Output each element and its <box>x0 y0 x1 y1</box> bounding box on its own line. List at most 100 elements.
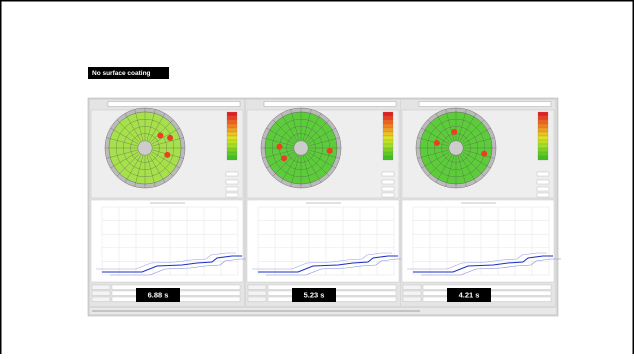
color-scale-cell <box>382 139 394 145</box>
color-scale-cell <box>537 135 549 141</box>
color-scale-cell <box>537 127 549 133</box>
chart-line <box>102 255 242 273</box>
color-scale-cell <box>226 155 238 161</box>
polar-spoke <box>302 154 312 187</box>
side-button <box>381 171 395 177</box>
color-scale-cell <box>537 131 549 137</box>
polar-spoke <box>272 119 297 144</box>
color-scale-cell <box>537 147 549 153</box>
chart-line <box>258 255 398 273</box>
color-scale-cell <box>537 143 549 149</box>
time-box <box>447 288 491 302</box>
color-scale-cell <box>382 127 394 133</box>
side-button <box>536 192 550 198</box>
polar-spoke <box>151 127 180 145</box>
polar-spoke <box>307 127 336 145</box>
time-value: 5.23 s <box>304 290 325 299</box>
color-scale-cell <box>537 111 549 117</box>
polar-spoke <box>307 137 340 147</box>
polar-spoke <box>146 109 156 142</box>
polar-spoke <box>262 149 295 159</box>
side-button <box>536 171 550 177</box>
chart-area <box>246 199 400 283</box>
polar-spoke <box>457 109 467 142</box>
polar-spoke <box>149 152 174 177</box>
polar-spoke <box>148 154 166 183</box>
info-label <box>91 284 111 290</box>
polar-spoke <box>134 154 144 187</box>
polar-spoke <box>421 127 450 145</box>
color-scale-cell <box>226 111 238 117</box>
color-scale-cell <box>382 119 394 125</box>
polar-spoke <box>124 154 142 183</box>
polar-spoke <box>445 154 455 187</box>
polar-spoke <box>307 151 336 169</box>
color-scale-cell <box>537 151 549 157</box>
polar-spoke <box>427 119 452 144</box>
polar-center <box>448 140 464 156</box>
side-button <box>225 179 239 185</box>
color-scale-cell <box>226 143 238 149</box>
chart-area <box>401 199 555 283</box>
panel: 4.21 s <box>401 100 561 306</box>
side-button <box>381 179 395 185</box>
polar-spoke <box>290 154 300 187</box>
side-button <box>381 186 395 192</box>
color-scale-cell <box>226 147 238 153</box>
info-label <box>91 296 111 302</box>
chart-line <box>110 258 250 276</box>
polar-spoke <box>266 127 295 145</box>
polar-spoke <box>435 154 453 183</box>
color-scale-cell <box>226 139 238 145</box>
color-scale-cell <box>537 123 549 129</box>
dropdown <box>107 101 241 107</box>
color-scale-cell <box>382 131 394 137</box>
chart-line <box>413 255 553 273</box>
info-label <box>402 296 422 302</box>
polar-hotspot <box>326 147 333 154</box>
color-scale-cell <box>382 155 394 161</box>
info-label <box>402 290 422 296</box>
panel: 5.23 s <box>246 100 406 306</box>
polar-hotspot <box>167 134 174 141</box>
polar-spoke <box>304 154 322 183</box>
polar-hotspot <box>433 139 440 146</box>
time-box <box>292 288 336 302</box>
label-text: No surface coating <box>92 70 151 77</box>
color-scale-cell <box>226 131 238 137</box>
polar-spoke <box>435 113 453 142</box>
polar-spoke <box>421 151 450 169</box>
chart-line <box>266 258 406 276</box>
color-scale-cell <box>382 135 394 141</box>
color-scale-cell <box>226 135 238 141</box>
color-scale-cell <box>382 151 394 157</box>
dropdown <box>418 101 552 107</box>
polar-hotspot <box>276 143 283 150</box>
polar-spoke <box>262 137 295 147</box>
info-label <box>91 290 111 296</box>
polar-spoke <box>110 127 139 145</box>
polar-spoke <box>148 113 166 142</box>
info-label <box>247 284 267 290</box>
side-button <box>225 186 239 192</box>
polar-spoke <box>302 109 312 142</box>
polar-spoke <box>146 154 156 187</box>
chart-line <box>252 252 392 270</box>
side-button <box>381 192 395 198</box>
color-scale-cell <box>226 151 238 157</box>
polar-spoke <box>151 151 180 169</box>
time-box <box>136 288 180 302</box>
polar-spoke <box>106 137 139 147</box>
polar-spoke <box>460 152 485 177</box>
polar-spoke <box>459 113 477 142</box>
polar-spoke <box>124 113 142 142</box>
polar-spoke <box>459 154 477 183</box>
info-label <box>247 290 267 296</box>
polar-hotspot <box>157 132 164 139</box>
panels: 6.88 s 5.23 s 4.21 s <box>90 100 561 306</box>
polar-spoke <box>280 113 298 142</box>
polar-spoke <box>272 152 297 177</box>
color-scale-cell <box>537 119 549 125</box>
